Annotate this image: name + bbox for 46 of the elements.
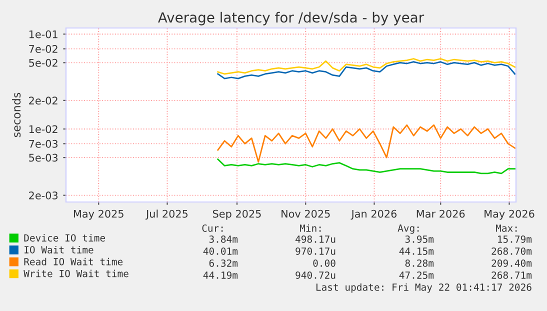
x-tick-label: Jan 2026 [350,210,397,220]
x-tick-label: Nov 2025 [282,210,330,218]
text: 47.25m [399,271,434,279]
legend-label: Write IO Wait time [24,270,128,278]
x-tick-label: Sep 2025 [212,210,261,220]
x-tick-label: May 2025 [74,210,124,220]
text: 209.40m [492,259,532,267]
y-tick-label: 7e-02 [29,45,58,53]
y-tick-label: 2e-02 [29,96,58,105]
chart-title: Average latency for /dev/sda - by year [158,12,424,26]
y-axis-title: seconds [12,92,21,138]
x-tick-label: Jul 2025 [146,210,188,220]
legend-label: Device IO time [24,234,105,242]
line-series [217,124,516,163]
y-tick-label: 2e-03 [29,192,58,200]
text: 268.70m [492,247,532,255]
text: 40.01m [203,247,238,255]
legend-label: IO Wait time [24,246,94,254]
text: 15.79m [498,235,532,243]
y-tick-label: 1e-02 [29,125,58,134]
text: 3.95m [405,235,434,243]
line-series [217,61,516,80]
x-tick-label: Mar 2026 [416,210,465,218]
text: 970.17u [296,247,336,255]
text: Last update: Fri May 22 01:41:17 2026 [316,283,532,293]
text: Min: [300,224,321,232]
text: Cur: [202,224,223,232]
legend-label: Read IO Wait time [24,258,123,266]
text: 0.00 [313,259,336,267]
text: 940.72u [296,271,336,279]
text: 44.19m [203,271,238,279]
x-tick-label: May 2026 [484,210,534,220]
text: 3.84m [209,235,238,243]
y-tick-label: 5e-03 [29,154,58,162]
line-series [217,58,516,75]
text: Avg: [398,224,419,234]
text: 8.28m [405,259,434,267]
y-tick-label: 1e-01 [29,30,58,38]
text: 268.71m [492,271,532,279]
text: Max: [496,224,517,232]
text: 44.15m [399,248,434,255]
y-tick-label: 7e-03 [29,140,58,148]
y-tick-label: 5e-02 [29,58,58,67]
line-series [217,158,516,174]
text: 6.32m [209,259,238,267]
text: 498.17u [296,235,336,243]
